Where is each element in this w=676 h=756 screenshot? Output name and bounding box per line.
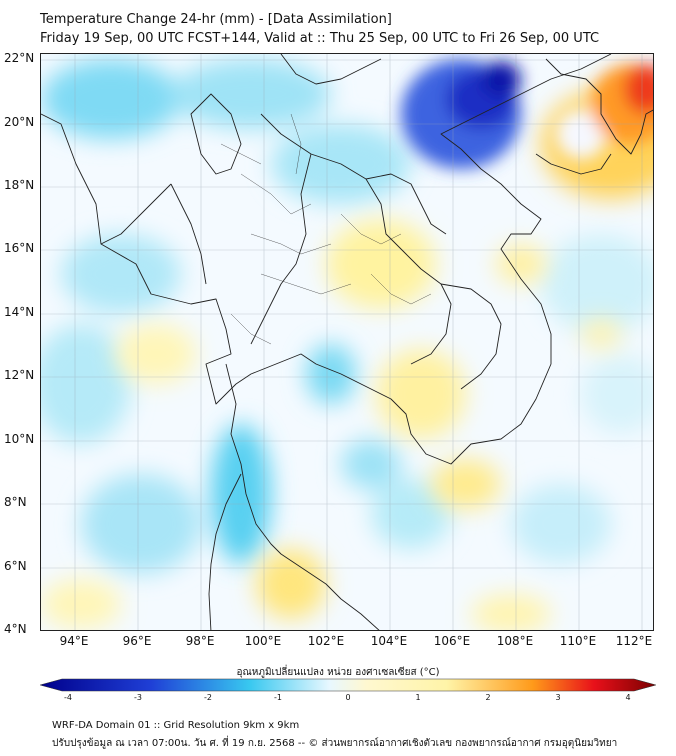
lon-label-94: 94°E [59,634,89,648]
colorbar-title: อุณหภูมิเปลี่ยนแปลง หน่วย องศาเซลเซียส (… [236,667,440,678]
cb-tick--4: -4 [64,693,72,702]
lon-label-102: 102°E [307,634,345,648]
chart-title: Temperature Change 24-hr (mm) - [Data As… [40,12,392,27]
graticule [41,54,653,630]
footer-credit: ปรับปรุงข้อมูล ณ เวลา 07:00น. วัน ศ. ที่… [52,738,618,749]
lat-label-6: 6°N [4,559,27,573]
lon-label-112: 112°E [615,634,653,648]
coastlines [41,54,653,630]
temperature-change-map [41,54,653,630]
cb-tick-0: 0 [345,693,351,702]
map-panel [40,53,654,631]
lat-label-18: 18°N [4,178,35,192]
cb-tick--2: -2 [204,693,212,702]
lon-label-104: 104°E [370,634,408,648]
cb-tick--3: -3 [134,693,142,702]
cb-tick-3: 3 [555,693,561,702]
lon-label-96: 96°E [122,634,152,648]
colorbar [40,678,656,692]
lat-label-14: 14°N [4,305,35,319]
colorbar-gradient [40,678,656,692]
cb-tick-4: 4 [625,693,631,702]
cb-tick-2: 2 [485,693,491,702]
cb-tick-1: 1 [415,693,421,702]
cb-tick--1: -1 [274,693,282,702]
lat-label-8: 8°N [4,495,27,509]
lat-label-10: 10°N [4,432,35,446]
lon-label-110: 110°E [559,634,597,648]
lat-label-4: 4°N [4,622,27,636]
province-borders [220,113,432,345]
lat-label-22: 22°N [4,51,35,65]
lon-label-100: 100°E [244,634,282,648]
footer-domain: WRF-DA Domain 01 :: Grid Resolution 9km … [52,720,300,731]
lat-label-12: 12°N [4,368,35,382]
lat-label-16: 16°N [4,241,35,255]
lon-label-98: 98°E [185,634,215,648]
lon-label-108: 108°E [496,634,534,648]
chart-subtitle: Friday 19 Sep, 00 UTC FCST+144, Valid at… [40,31,600,46]
lon-label-106: 106°E [433,634,471,648]
lat-label-20: 20°N [4,115,35,129]
